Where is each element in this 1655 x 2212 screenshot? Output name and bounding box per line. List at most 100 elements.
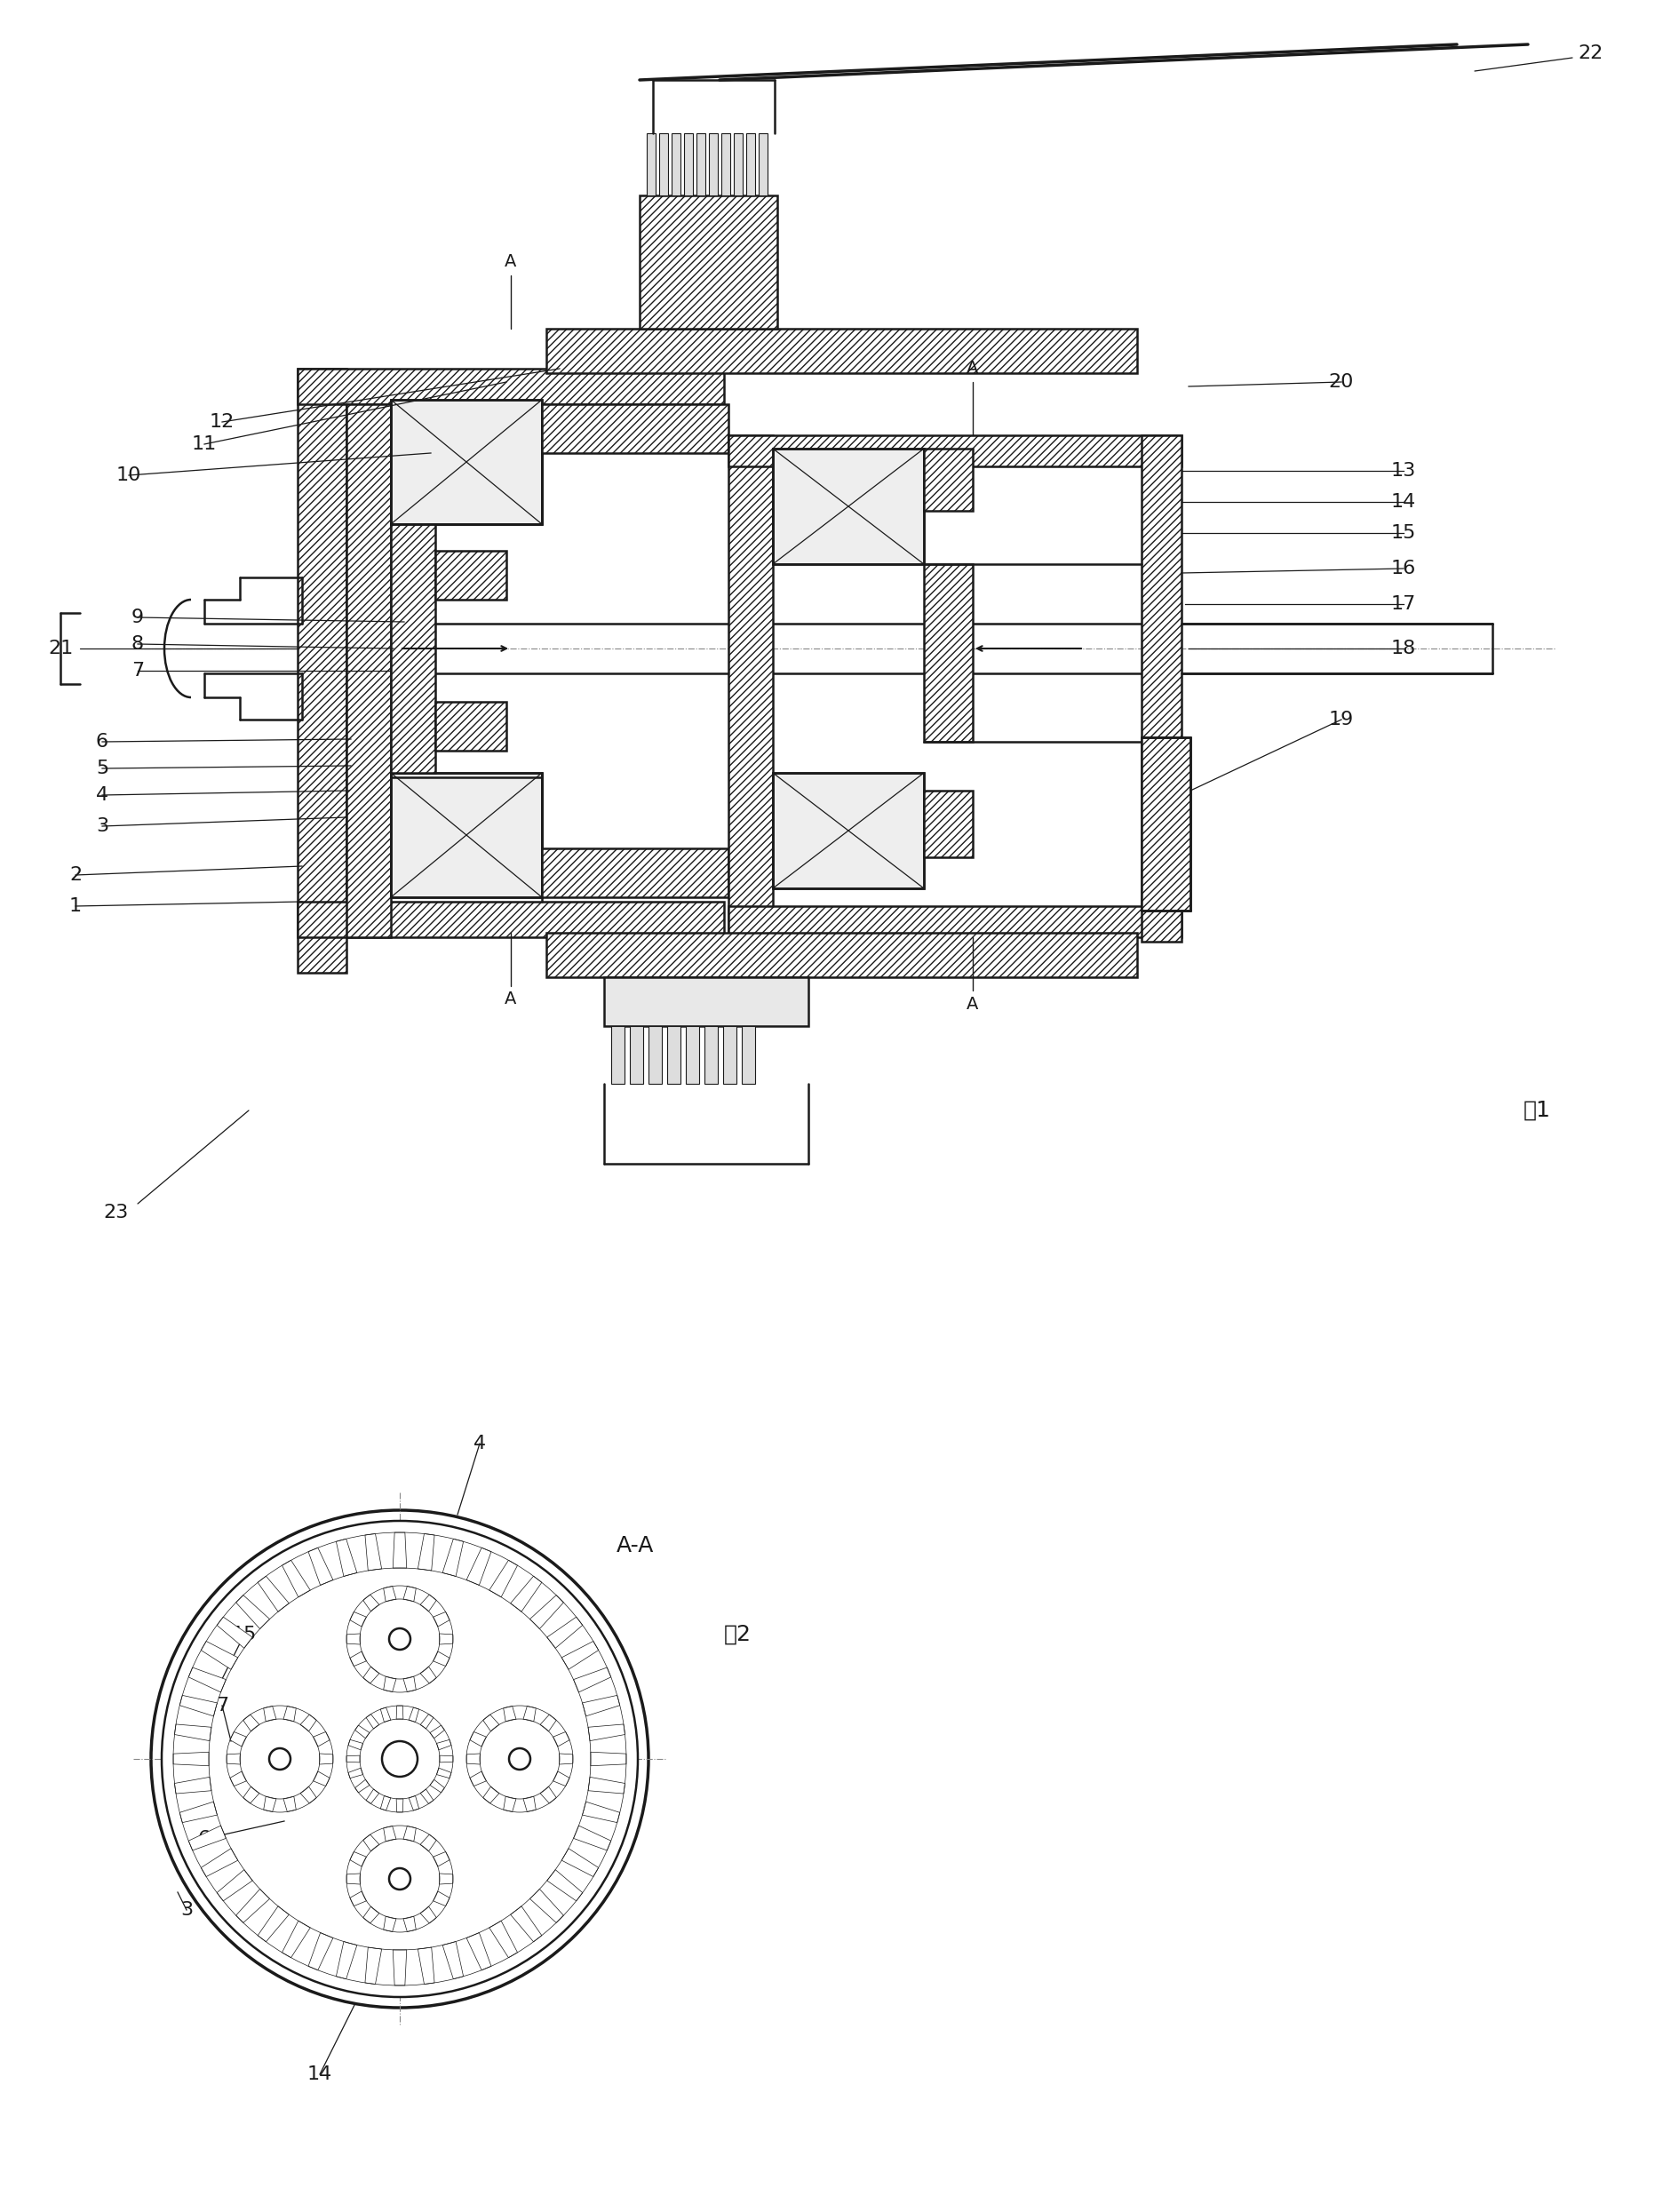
Polygon shape [583,1803,621,1823]
Bar [723,1026,736,1084]
Bar [773,772,923,889]
Polygon shape [503,1796,516,1812]
Text: 15: 15 [1390,524,1417,542]
Polygon shape [439,1635,453,1644]
Polygon shape [420,1834,437,1851]
Bar [541,849,728,898]
Polygon shape [404,1677,415,1692]
Polygon shape [366,1790,379,1803]
Polygon shape [583,1694,621,1717]
Polygon shape [434,1891,450,1907]
Bar [684,133,693,195]
Polygon shape [354,1725,369,1739]
Text: 12: 12 [210,414,235,431]
Polygon shape [319,1754,333,1765]
Bar [649,1026,662,1084]
Text: A: A [505,991,516,1009]
Text: 1: 1 [70,898,81,916]
Text: A: A [967,361,978,376]
Text: 7: 7 [131,661,144,679]
Circle shape [162,1522,637,1997]
Bar [391,400,541,524]
Polygon shape [362,1666,379,1683]
Polygon shape [409,1796,419,1809]
Text: A-A: A-A [616,1535,654,1557]
Polygon shape [530,1595,564,1628]
Polygon shape [437,1767,452,1778]
Text: 15: 15 [232,1626,257,1644]
Text: 图2: 图2 [723,1624,751,1646]
Polygon shape [439,1874,453,1885]
Polygon shape [346,1874,361,1885]
Bar [611,1026,624,1084]
Polygon shape [258,1577,290,1613]
Bar [639,195,778,330]
Polygon shape [510,1907,541,1942]
Bar [758,133,768,195]
Polygon shape [434,1613,450,1626]
Polygon shape [467,1933,492,1971]
Text: 4: 4 [96,785,109,803]
Polygon shape [396,1705,404,1719]
Text: 3: 3 [96,816,109,836]
Polygon shape [490,1559,518,1597]
Bar [722,133,730,195]
Polygon shape [174,1723,212,1741]
Polygon shape [217,1617,253,1648]
Text: 6: 6 [199,1829,210,1847]
Polygon shape [540,1714,556,1732]
Polygon shape [442,1942,463,1980]
Circle shape [389,1869,410,1889]
Circle shape [382,1741,417,1776]
Polygon shape [523,1796,536,1812]
Polygon shape [553,1772,569,1785]
Polygon shape [217,1869,253,1900]
Bar [923,449,973,511]
Polygon shape [174,1752,209,1765]
Polygon shape [490,1920,518,1958]
Polygon shape [381,1796,391,1809]
Polygon shape [420,1666,437,1683]
Polygon shape [362,1834,379,1851]
Bar [741,1026,755,1084]
Bar [435,551,506,599]
Polygon shape [591,1752,626,1765]
Polygon shape [561,1641,599,1670]
Polygon shape [336,1540,357,1577]
Text: 8: 8 [131,635,144,653]
Text: 22: 22 [1577,44,1602,62]
Polygon shape [392,1533,407,1568]
Polygon shape [366,1714,379,1730]
Polygon shape [434,1851,450,1867]
Polygon shape [263,1796,276,1812]
Polygon shape [384,1677,396,1692]
Bar [298,369,723,405]
Polygon shape [430,1725,445,1739]
Circle shape [151,1511,649,2008]
Polygon shape [366,1947,382,1984]
Polygon shape [362,1907,379,1922]
Polygon shape [349,1613,366,1626]
Text: 16: 16 [1392,560,1417,577]
Polygon shape [442,1540,463,1577]
Text: 19: 19 [1329,710,1354,728]
Polygon shape [574,1668,611,1692]
Polygon shape [348,1739,362,1750]
Polygon shape [263,1705,276,1721]
Polygon shape [300,1714,316,1732]
Bar [298,369,346,973]
Text: 18: 18 [1392,639,1417,657]
Polygon shape [437,1739,452,1750]
Text: 23: 23 [103,1203,127,1221]
Polygon shape [440,1756,453,1763]
Polygon shape [467,1548,492,1586]
Polygon shape [404,1586,415,1601]
Bar [728,907,1182,938]
Bar [659,133,669,195]
Polygon shape [384,1827,396,1840]
Bar [773,449,923,564]
Polygon shape [189,1825,227,1851]
Text: 5: 5 [96,759,109,776]
Bar [631,1026,644,1084]
Polygon shape [230,1732,247,1747]
